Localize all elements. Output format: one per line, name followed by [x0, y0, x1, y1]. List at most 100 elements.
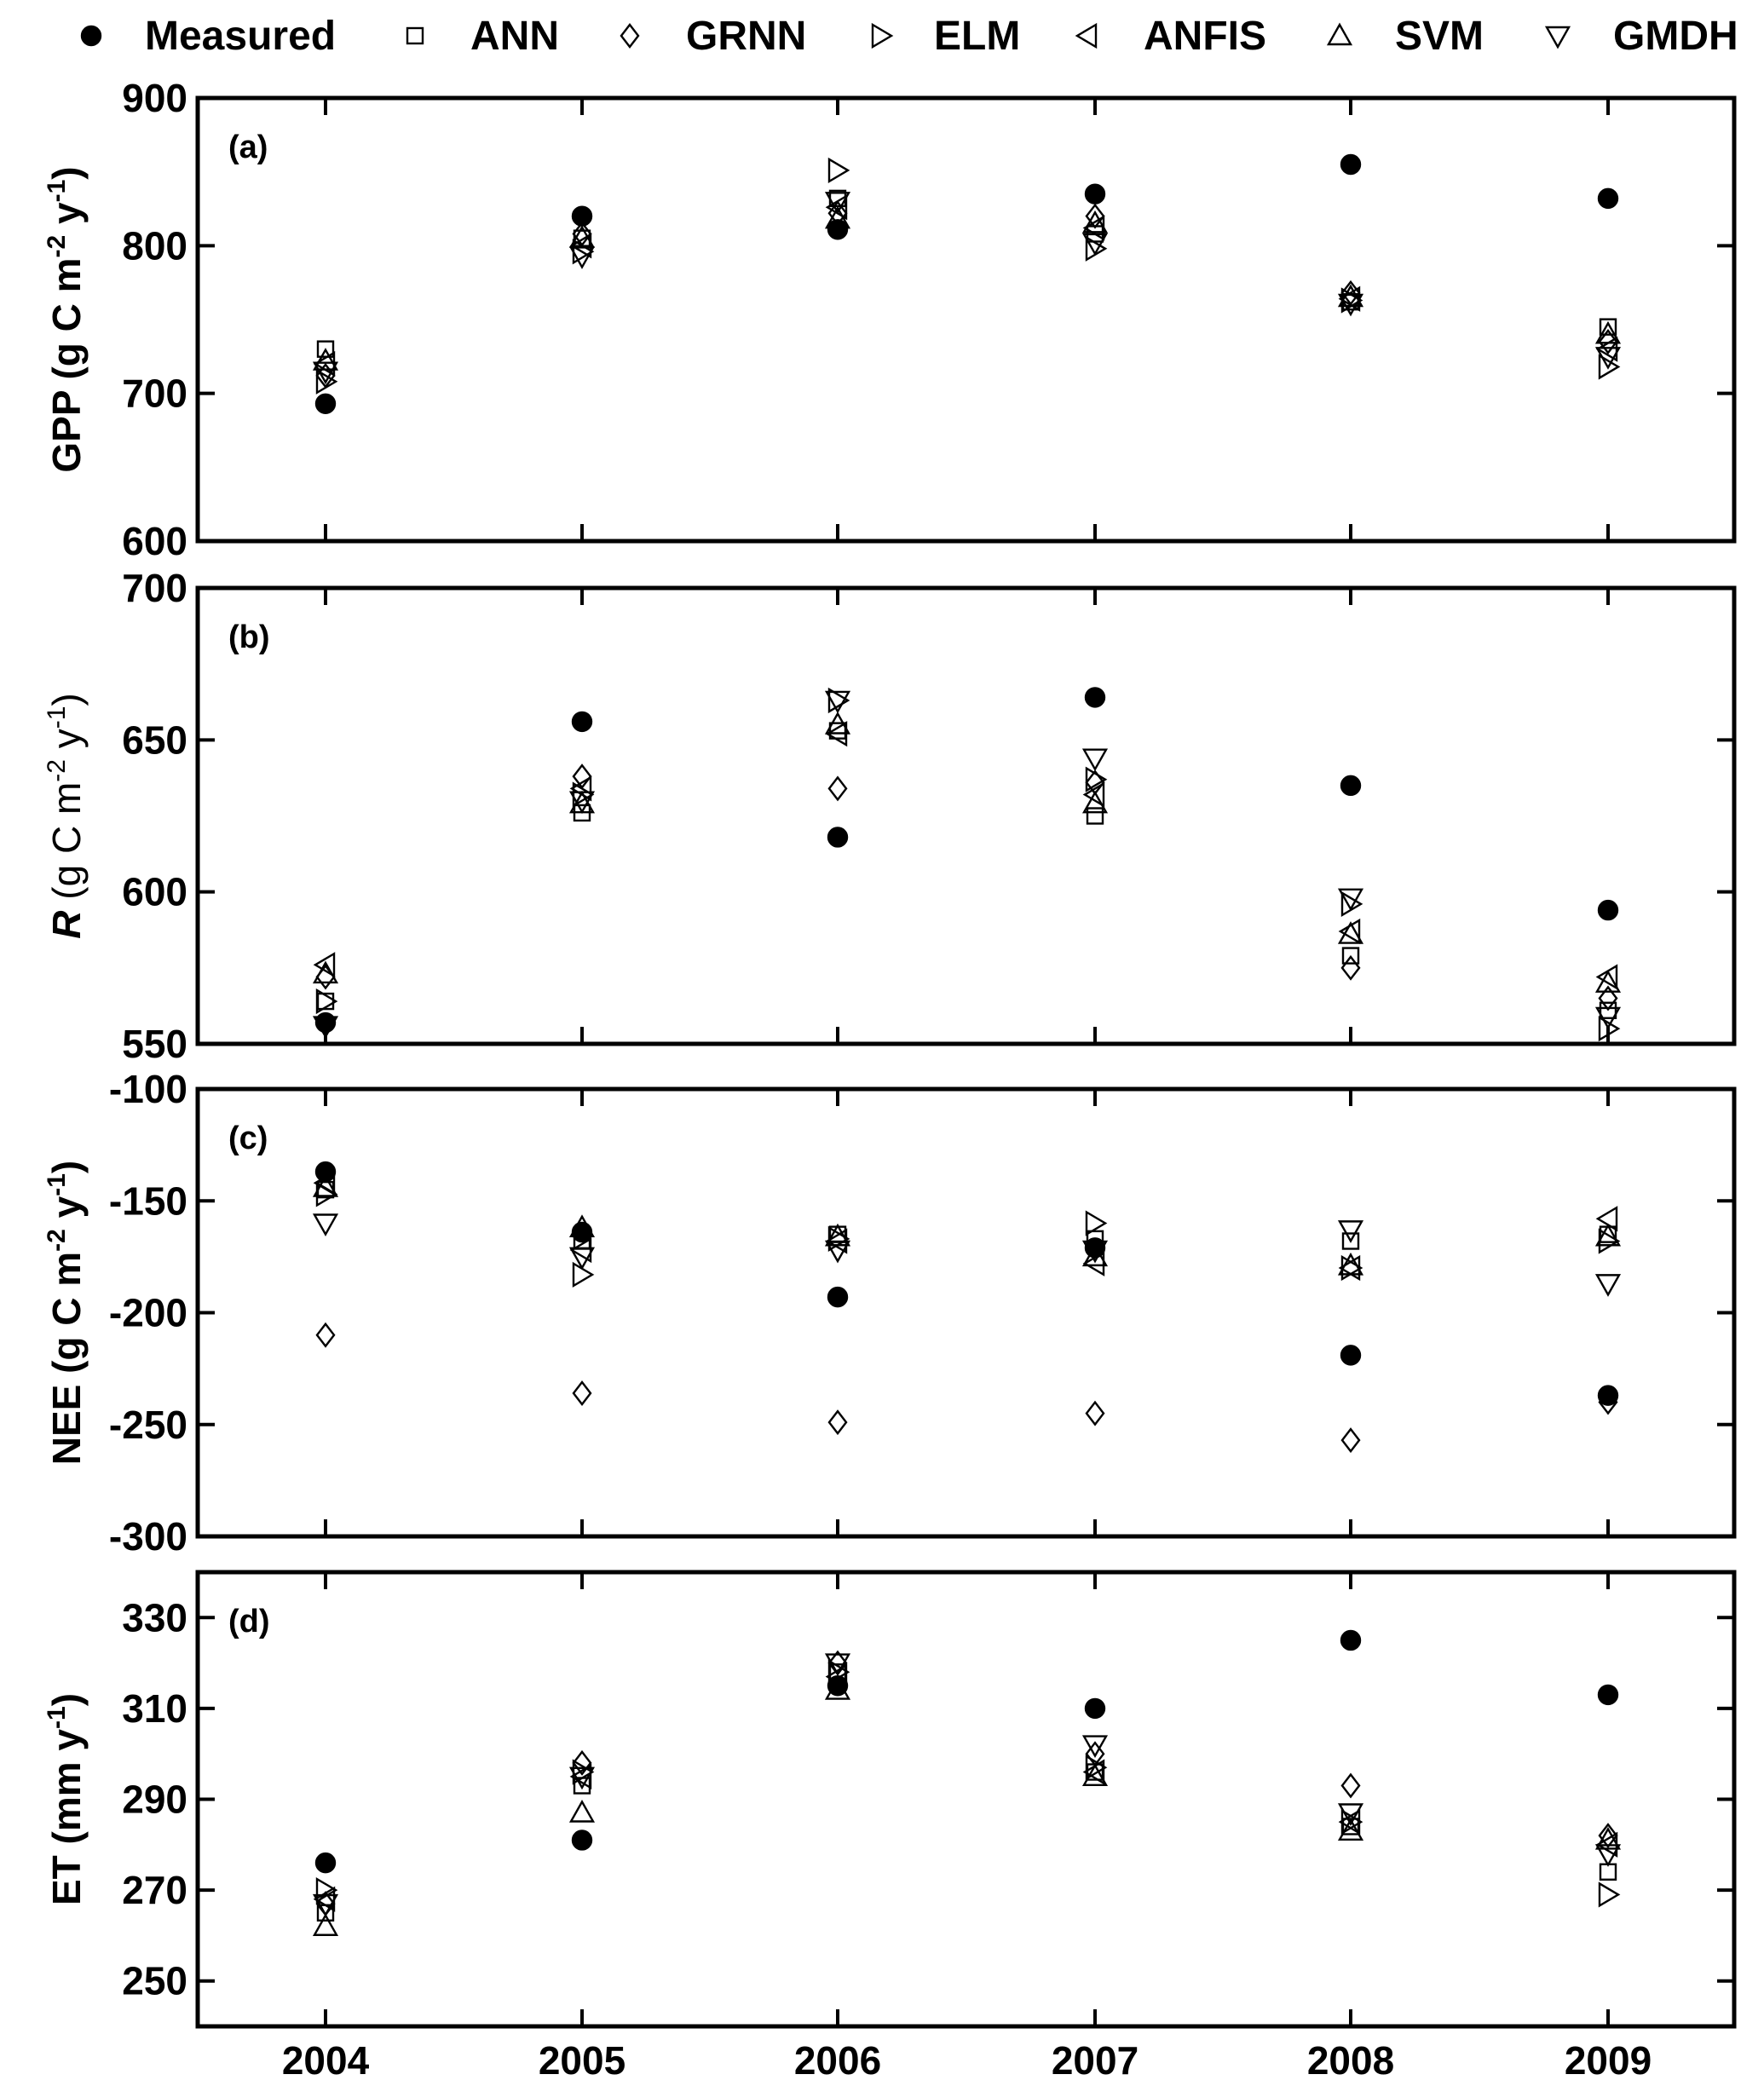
legend: Measured ANN GRNN ELM ANFIS SVM GMDH: [80, 14, 1738, 59]
panel-c-point-elm-2005: [572, 1261, 595, 1288]
panel-a-point-elm-2009: [1598, 354, 1621, 380]
panel-a-point-measured-2006: [827, 219, 849, 240]
panel-b-ytick-label: 700: [122, 566, 187, 610]
xtick-label-2008: 2008: [1307, 2038, 1394, 2083]
legend-label-ann: ANN: [470, 14, 559, 59]
panel-b-point-grnn-2008: [1340, 954, 1361, 981]
legend-entry-measured: Measured: [80, 14, 336, 59]
panel-d-point-measured-2009: [1597, 1684, 1619, 1706]
panel-c-point-svm-2006: [824, 1223, 851, 1247]
panel-c-point-measured-2006: [827, 1286, 849, 1308]
panel-d-label: (d): [228, 1604, 270, 1639]
panel-b-ylabel: R (g C m-2 y-1): [43, 693, 89, 939]
panel-b-series-elm: [315, 687, 1621, 1042]
panel-b-series-grnn: [315, 764, 1618, 1011]
panel-a-point-measured-2008: [1340, 153, 1362, 176]
panel-c-point-gmdh-2009: [1594, 1274, 1622, 1297]
panel-d-point-grnn-2005: [572, 1749, 592, 1776]
legend-entry-gmdh: GMDH: [1544, 14, 1738, 59]
panel-a-ytick-label: 700: [122, 372, 187, 416]
panel-d-point-svm-2005: [568, 1800, 596, 1823]
panel-a-point-gmdh-2009: [1594, 347, 1622, 370]
panel-c-point-measured-2007: [1084, 1237, 1106, 1259]
panel-b-point-measured-2009: [1597, 899, 1619, 921]
panel-a-ytick-label: 900: [122, 76, 187, 120]
panel-c-series-measured: [314, 1161, 1619, 1406]
panel-c-point-grnn-2008: [1340, 1427, 1361, 1454]
panel-d-series-grnn: [315, 1650, 1618, 1917]
panel-c-point-gmdh-2008: [1337, 1220, 1364, 1243]
legend-label-svm: SVM: [1395, 14, 1484, 59]
xtick-label-2004: 2004: [282, 2038, 370, 2083]
panel-b-point-elm-2005: [572, 781, 595, 808]
legend-label-measured: Measured: [145, 14, 336, 59]
panel-b: 550 600 650 700 (b) R (g C m-2 y-1): [43, 566, 1737, 1066]
panel-c-point-gmdh-2005: [568, 1247, 596, 1271]
panel-d-point-measured-2008: [1340, 1629, 1362, 1651]
panel-c-point-gmdh-2004: [312, 1213, 339, 1236]
panel-a-point-ann-2009: [1599, 318, 1617, 336]
panel-d-point-gmdh-2008: [1337, 1803, 1364, 1826]
panel-d-ylabel: ET (mm y-1): [43, 1693, 89, 1905]
panel-d-point-gmdh-2009: [1594, 1844, 1622, 1867]
legend-marker-anfis: [1075, 22, 1098, 49]
panel-c-ytick-label: -100: [109, 1067, 187, 1111]
legend-entry-svm: SVM: [1326, 14, 1484, 59]
panel-b-series-svm: [312, 712, 1622, 993]
panel-a-series-ann: [316, 189, 1617, 358]
panel-b-point-measured-2008: [1340, 775, 1362, 797]
panel-c-point-grnn-2007: [1085, 1400, 1105, 1426]
x-axis: 2004 2005 2006 2007 2008 2009: [282, 2038, 1652, 2083]
xtick-label-2006: 2006: [794, 2038, 881, 2083]
panel-c-point-svm-2009: [1594, 1223, 1622, 1247]
panel-b-point-measured-2007: [1084, 687, 1106, 708]
panel-b-point-grnn-2006: [827, 775, 848, 802]
panel-c-point-elm-2007: [1085, 1210, 1108, 1236]
panel-c-point-svm-2008: [1337, 1252, 1364, 1276]
panel-b-point-measured-2004: [314, 1011, 337, 1034]
panel-a-point-svm-2008: [1337, 284, 1364, 308]
panel-b-point-svm-2006: [824, 712, 851, 735]
panel-d-point-measured-2005: [571, 1830, 593, 1851]
panel-a-series-svm: [312, 205, 1622, 371]
panel-a-series-grnn: [315, 200, 1618, 389]
legend-entry-grnn: GRNN: [620, 14, 806, 59]
panel-c-ytick-label: -300: [109, 1514, 187, 1559]
panel-d-point-elm-2009: [1598, 1881, 1621, 1908]
panel-c-series-svm: [312, 1174, 1622, 1276]
panel-a-point-measured-2004: [314, 393, 337, 414]
panel-a-point-gmdh-2008: [1337, 293, 1364, 317]
panel-a-point-grnn-2009: [1598, 329, 1618, 354]
panel-c-ytick-label: -250: [109, 1403, 187, 1447]
panel-d-point-elm-2007: [1085, 1755, 1108, 1781]
panel-a-point-anfis-2005: [569, 233, 592, 259]
panel-c-point-measured-2008: [1340, 1345, 1362, 1366]
panel-b-ytick-label: 650: [122, 717, 187, 762]
panel-b-point-ann-2008: [1341, 947, 1360, 965]
panel-b-point-svm-2007: [1081, 790, 1109, 814]
legend-label-grnn: GRNN: [686, 14, 806, 59]
panel-b-point-gmdh-2009: [1594, 1006, 1622, 1030]
panel-a-point-gmdh-2004: [312, 361, 339, 385]
panel-b-point-grnn-2004: [315, 964, 336, 990]
panel-a-point-gmdh-2005: [568, 246, 596, 269]
panel-b-series-anfis: [313, 721, 1618, 990]
panel-d-point-anfis-2008: [1338, 1809, 1361, 1835]
panel-b-point-gmdh-2007: [1081, 748, 1109, 772]
panel-c-point-grnn-2004: [315, 1322, 336, 1348]
panel-b-point-gmdh-2005: [568, 791, 596, 815]
panel-d-point-svm-2004: [312, 1913, 339, 1936]
panel-c-point-anfis-2005: [569, 1236, 592, 1264]
panel-a-point-gmdh-2006: [824, 192, 851, 215]
panel-b-point-anfis-2004: [313, 952, 336, 978]
panel-b-point-elm-2006: [827, 687, 850, 714]
xtick-label-2007: 2007: [1052, 2038, 1139, 2083]
panel-d-frame: [195, 1570, 1737, 2029]
panel-a-point-svm-2004: [312, 348, 339, 371]
legend-label-gmdh: GMDH: [1613, 14, 1738, 59]
panel-b-point-svm-2009: [1594, 970, 1622, 993]
panel-c-series-elm: [315, 1181, 1621, 1288]
panel-a-point-measured-2005: [571, 205, 593, 227]
panel-c-series-gmdh: [312, 1213, 1622, 1297]
